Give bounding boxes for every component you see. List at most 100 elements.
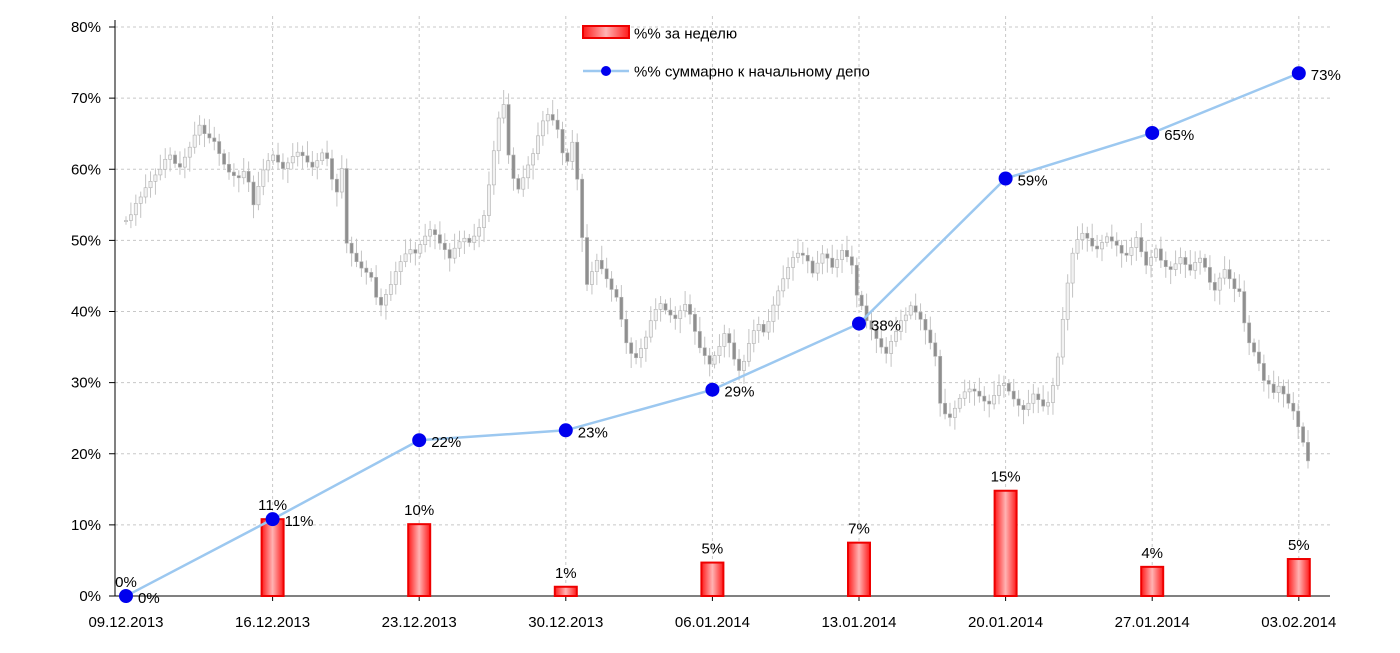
cumulative-point — [1145, 125, 1160, 140]
candle-body — [173, 154, 177, 164]
candle-body — [565, 152, 570, 162]
candle-body — [786, 267, 791, 280]
candle-body — [418, 244, 423, 254]
candle-body — [673, 314, 678, 319]
candle-body — [281, 161, 285, 169]
candle-body — [403, 253, 408, 263]
candle-body — [423, 235, 428, 245]
candle-body — [428, 229, 432, 237]
candle-body — [997, 385, 1001, 396]
candle-body — [884, 346, 889, 354]
candle-body — [590, 271, 594, 285]
candle-body — [133, 203, 138, 216]
y-tick-label: 30% — [71, 375, 101, 392]
candle-body — [624, 319, 629, 344]
candle-body — [1021, 405, 1026, 410]
candle-body — [339, 168, 344, 193]
candle-body — [727, 333, 732, 344]
candle-body — [1105, 236, 1109, 243]
candle-body — [889, 341, 894, 354]
candle-body — [599, 259, 604, 270]
candle-body — [1129, 247, 1134, 256]
candle-body — [1178, 257, 1183, 265]
candle-body — [359, 261, 364, 269]
candle-body — [957, 397, 962, 409]
candle-body — [129, 214, 133, 221]
cumulative-point — [412, 433, 427, 448]
candle-body — [374, 277, 379, 298]
candle-body — [688, 304, 692, 315]
candle-body — [1144, 251, 1149, 266]
candle-body — [344, 168, 349, 244]
candle-body — [143, 187, 148, 198]
candle-body — [251, 181, 256, 206]
candle-body — [663, 303, 668, 311]
legend-bar-swatch — [582, 25, 630, 39]
candle-body — [1109, 236, 1114, 242]
candle-body — [300, 151, 305, 157]
bar-data-label: 10% — [404, 502, 434, 519]
candle-body — [442, 242, 447, 250]
candle-body — [1070, 252, 1075, 284]
candle-body — [388, 284, 393, 295]
candle-body — [222, 153, 226, 165]
candle-body — [634, 353, 638, 359]
candle-body — [472, 235, 477, 243]
candle-body — [1075, 239, 1080, 254]
candle-body — [746, 343, 751, 362]
cumulative-point — [705, 382, 720, 397]
cumulative-data-label: 23% — [578, 424, 608, 441]
candle-body — [1051, 385, 1055, 403]
candle-body — [433, 229, 437, 235]
candle-body — [447, 249, 452, 259]
candle-body — [178, 163, 182, 168]
candle-body — [1119, 245, 1124, 254]
candle-body — [285, 162, 290, 169]
candle-body — [938, 356, 943, 404]
candle-body — [1055, 356, 1060, 386]
bar-data-label: 15% — [991, 469, 1021, 486]
candle-body — [805, 255, 810, 262]
candle-body — [452, 247, 457, 259]
candle-body — [1134, 237, 1139, 248]
candle-body — [575, 141, 580, 180]
candle-body — [1291, 402, 1296, 412]
candle-body — [580, 178, 585, 238]
candle-body — [903, 314, 908, 322]
legend: %% за неделю %% суммарно к начальному де… — [582, 25, 870, 81]
candle-body — [1163, 259, 1168, 267]
candle-body — [913, 305, 918, 313]
candle-body — [609, 278, 614, 290]
candle-body — [751, 330, 756, 344]
x-tick-label: 23.12.2013 — [382, 614, 457, 631]
candle-body — [1016, 398, 1021, 406]
bar — [407, 523, 432, 598]
bar — [847, 541, 871, 597]
candle-body — [290, 156, 295, 164]
candle-body — [962, 391, 967, 399]
candle-body — [393, 271, 398, 285]
candle-body — [1011, 390, 1016, 400]
candle-body — [629, 342, 634, 354]
candle-body — [555, 119, 560, 130]
y-tick-label: 60% — [71, 161, 101, 178]
candle-body — [849, 256, 854, 266]
candle-body — [1261, 363, 1266, 381]
bar-data-label: 1% — [555, 565, 577, 582]
candle-body — [212, 137, 217, 142]
candle-body — [1217, 277, 1222, 291]
cumulative-point — [119, 589, 133, 603]
candle-body — [761, 324, 766, 333]
candle-body — [619, 296, 624, 320]
candle-body — [408, 249, 413, 255]
candle-body — [879, 338, 884, 348]
bar-data-label: 5% — [1288, 537, 1310, 554]
x-tick-label: 13.01.2014 — [821, 614, 896, 631]
candle-body — [467, 237, 472, 243]
candle-body — [349, 242, 354, 254]
candle-body — [756, 324, 761, 332]
candle-body — [158, 168, 163, 176]
candle-body — [1041, 399, 1046, 407]
candle-body — [943, 402, 947, 415]
